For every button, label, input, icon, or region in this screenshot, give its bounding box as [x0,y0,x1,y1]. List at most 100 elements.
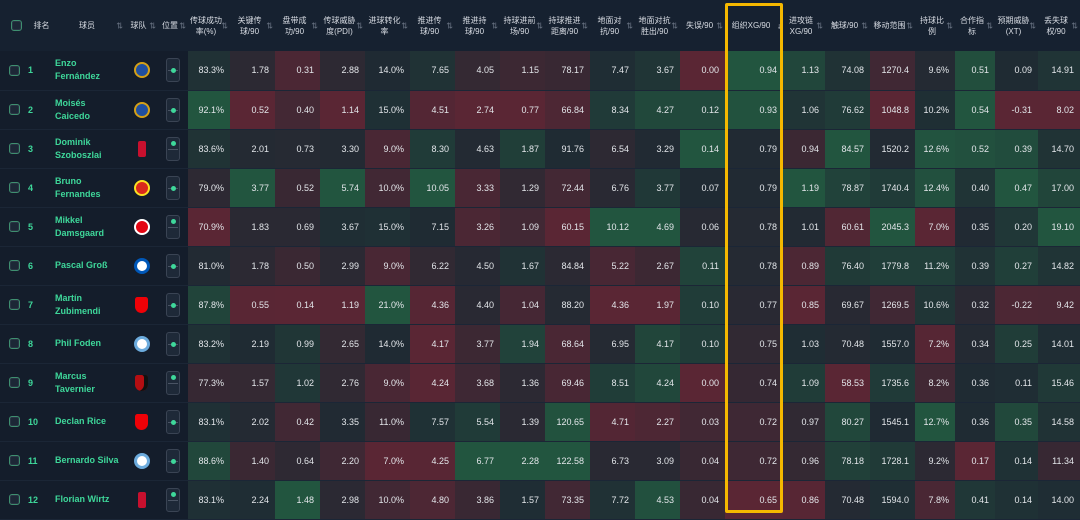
table-row[interactable]: 2 Moisés Caicedo 92.1% 0.52 0.40 1.14 15.0% 4.5… [0,90,1080,130]
sort-icon[interactable]: ⇅ [1029,21,1036,30]
row-checkbox[interactable] [9,377,20,388]
row-checkbox[interactable] [9,338,20,349]
sort-icon[interactable]: ⇅ [986,21,993,30]
player-name[interactable]: Declan Rice [55,402,125,442]
sort-icon[interactable]: ⇅ [116,21,123,30]
column-header[interactable]: 位置 ⇅ [158,0,188,51]
row-select-cell [0,480,28,520]
sort-icon[interactable]: ⇅ [581,21,588,30]
row-checkbox[interactable] [9,416,20,427]
sort-icon[interactable]: ⇅ [149,21,156,30]
position-cell [158,168,188,208]
sort-icon[interactable]: ⇅ [491,21,498,30]
table-row[interactable]: 6 Pascal Groß 81.0% 1.78 0.50 2.99 9.0% 6.22 4.5… [0,246,1080,286]
player-name[interactable]: Marcus Tavernier [55,363,125,403]
column-header[interactable]: 盘带成功/90 ⇅ [275,0,320,51]
sort-icon[interactable]: ⇅ [716,21,723,30]
sort-icon[interactable]: ⇅ [536,21,543,30]
row-checkbox[interactable] [9,221,20,232]
arsenal-crest-icon [135,413,148,430]
sort-icon[interactable]: ⇅ [1071,21,1078,30]
column-header[interactable]: 排名 [28,0,55,51]
column-header[interactable]: 球员 ⇅ [55,0,125,51]
stat-cell: 0.55 [230,285,275,325]
player-name[interactable]: Moisés Caicedo [55,90,125,130]
stat-cell: 88.20 [545,285,590,325]
column-header[interactable]: 触球/90 ⇅ [825,0,870,51]
row-checkbox[interactable] [9,260,20,271]
row-checkbox[interactable] [9,104,20,115]
column-header[interactable]: 移动范围 ⇅ [870,0,915,51]
column-header[interactable]: 进攻链XG/90 ⇅ [783,0,825,51]
team-cell [125,168,158,208]
player-name[interactable]: Bruno Fernandes [55,168,125,208]
stat-cell: 2.67 [635,246,680,286]
sort-icon[interactable]: ⇅ [906,21,913,30]
stat-cell: 76.40 [825,246,870,286]
table-row[interactable]: 7 Martín Zubimendi 87.8% 0.55 0.14 1.19 21.0% 4… [0,285,1080,325]
player-name[interactable]: Phil Foden [55,324,125,364]
sort-icon[interactable]: ⇅ [946,21,953,30]
player-name[interactable]: Pascal Groß [55,246,125,286]
table-row[interactable]: 11 Bernardo Silva 88.6% 1.40 0.64 2.20 7.0% 4.2… [0,441,1080,481]
table-row[interactable]: 1 Enzo Fernández 83.3% 1.78 0.31 2.88 14.0% 7.6… [0,51,1080,91]
team-cell [125,129,158,169]
sort-icon[interactable]: ⇅ [861,21,868,30]
sort-icon[interactable]: ⇅ [266,21,273,30]
sort-icon[interactable]: ⇅ [446,21,453,30]
position-cell [158,402,188,442]
position-dot [171,341,176,347]
column-header[interactable]: 球队 ⇅ [125,0,158,51]
column-header[interactable]: 地面对抗胜出/90 ⇅ [635,0,680,51]
column-header[interactable]: 传球威胁度(PDI) ⇅ [320,0,365,51]
row-checkbox[interactable] [9,143,20,154]
sort-icon[interactable]: ⇅ [401,21,408,30]
select-all-checkbox[interactable] [11,20,22,31]
column-header[interactable]: 推进传球/90 ⇅ [410,0,455,51]
table-row[interactable]: 9 Marcus Tavernier 77.3% 1.57 1.02 2.76 9.0% 4.… [0,363,1080,403]
column-header-label: 持球推进距离/90 [548,15,581,36]
stat-cell: 1.09 [500,207,545,247]
sort-desc-icon[interactable]: ↓ [777,21,781,30]
column-header[interactable]: 组织XG/90 ↓ [725,0,783,51]
column-header[interactable]: 持球进前场/90 ⇅ [500,0,545,51]
table-row[interactable]: 5 Mikkel Damsgaard 70.9% 1.83 0.69 3.67 15.0% 7… [0,207,1080,247]
player-name[interactable]: Mikkel Damsgaard [55,207,125,247]
row-checkbox[interactable] [9,455,20,466]
stat-cell: 1779.8 [870,246,915,286]
sort-icon[interactable]: ⇅ [356,21,363,30]
row-checkbox[interactable] [9,182,20,193]
table-row[interactable]: 12 Florian Wirtz 83.1% 2.24 1.48 2.98 10.0% 4.8… [0,480,1080,520]
sort-icon[interactable]: ⇅ [626,21,633,30]
column-header[interactable]: 丢失球权/90 ⇅ [1038,0,1080,51]
sort-icon[interactable]: ⇅ [311,21,318,30]
sort-icon[interactable]: ⇅ [221,21,228,30]
column-header[interactable]: 关键传球/90 ⇅ [230,0,275,51]
player-name[interactable]: Martín Zubimendi [55,285,125,325]
player-name[interactable]: Enzo Fernández [55,51,125,91]
player-name[interactable]: Dominik Szoboszlai [55,129,125,169]
column-header[interactable]: 合作指标 ⇅ [955,0,995,51]
column-header[interactable]: 持球推进距离/90 ⇅ [545,0,590,51]
sort-icon[interactable]: ⇅ [816,21,823,30]
table-row[interactable]: 10 Declan Rice 83.1% 2.02 0.42 3.35 11.0% 7.57 5… [0,402,1080,442]
row-checkbox[interactable] [9,299,20,310]
table-row[interactable]: 8 Phil Foden 83.2% 2.19 0.99 2.65 14.0% 4.17 3.7… [0,324,1080,364]
stat-cell: 1.14 [320,90,365,130]
column-header[interactable]: 传球成功率(%) ⇅ [188,0,230,51]
sort-icon[interactable]: ⇅ [179,21,186,30]
row-checkbox[interactable] [9,494,20,505]
sort-icon[interactable]: ⇅ [671,21,678,30]
column-header[interactable]: 失误/90 ⇅ [680,0,725,51]
table-row[interactable]: 3 Dominik Szoboszlai 83.6% 2.01 0.73 3.30 9.0%… [0,129,1080,169]
column-header[interactable]: 持球比例 ⇅ [915,0,955,51]
player-name[interactable]: Bernardo Silva [55,441,125,481]
column-header[interactable]: 进球转化率 ⇅ [365,0,410,51]
column-header[interactable]: 地面对抗/90 ⇅ [590,0,635,51]
player-name[interactable]: Florian Wirtz [55,480,125,520]
column-header[interactable]: 推进持球/90 ⇅ [455,0,500,51]
table-row[interactable]: 4 Bruno Fernandes 79.0% 3.77 0.52 5.74 10.0% 10… [0,168,1080,208]
column-header-label: 预期威胁(XT) [997,15,1030,36]
column-header[interactable]: 预期威胁(XT) ⇅ [995,0,1038,51]
row-checkbox[interactable] [9,64,20,76]
